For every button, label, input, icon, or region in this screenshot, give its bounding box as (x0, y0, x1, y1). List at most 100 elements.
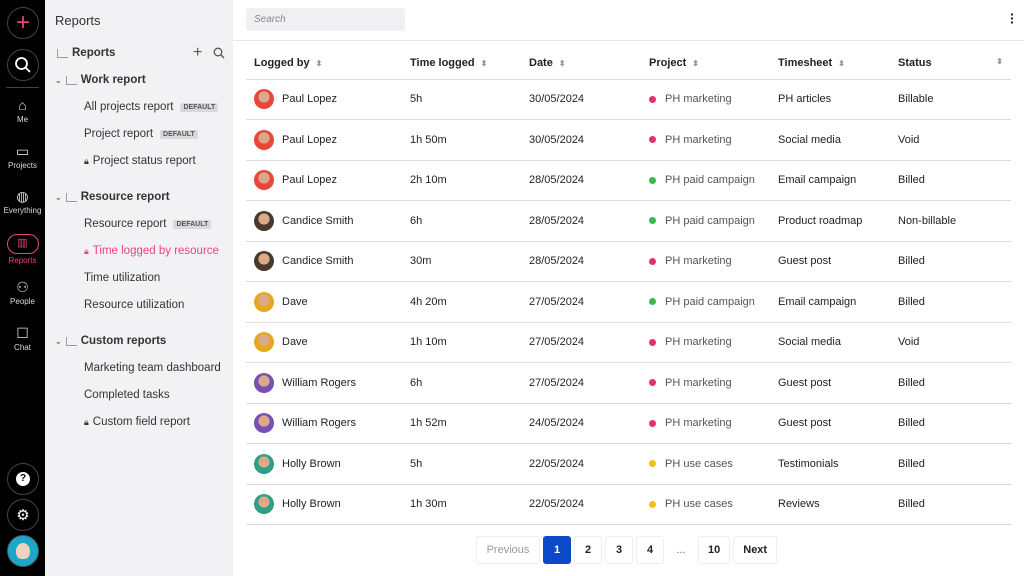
cell-timesheet: PH articles (770, 79, 890, 120)
report-item[interactable]: Resource utilization (84, 299, 184, 311)
sort-icon[interactable]: ⬍ (996, 56, 1003, 66)
main-content: Search · · · Logged by ⬍ Time logged ⬍ Date ⬍ Pr… (233, 0, 1024, 576)
cell-text: 22/05/2024 (529, 498, 585, 511)
cell-timesheet: Testimonials (770, 443, 890, 485)
report-label: Resource utilization (84, 299, 185, 311)
column-header-time-logged[interactable]: Time logged ⬍ (402, 47, 521, 80)
report-item[interactable]: Time utilization (84, 272, 160, 284)
sort-icon[interactable]: ⬍ (480, 58, 488, 68)
cell-text: 1h 10m (410, 336, 447, 349)
cell-project: PH marketing (641, 241, 770, 282)
table-row[interactable]: William Rogers 6h 27/05/2024 PH marketing Gu… (246, 362, 1011, 404)
cell-text: Reviews (778, 498, 820, 511)
search-button[interactable] (7, 49, 39, 81)
page-2[interactable]: 2 (574, 536, 602, 564)
help-button[interactable]: ? (7, 463, 39, 495)
report-item[interactable]: Completed tasks (84, 389, 170, 401)
user-avatar[interactable] (7, 535, 39, 567)
report-label: Custom field report (92, 416, 190, 428)
report-item[interactable]: Marketing team dashboard (84, 362, 221, 374)
table-row[interactable]: Candice Smith 30m 28/05/2024 PH marketing Gu… (246, 241, 1011, 282)
sort-icon[interactable]: ⬍ (315, 58, 323, 68)
column-header-timesheet[interactable]: Timesheet ⬍ (770, 47, 890, 80)
rail-item-reports[interactable]: ▥ Reports (0, 233, 45, 265)
cell-logged-by: Candice Smith (246, 241, 402, 282)
column-header-logged-by[interactable]: Logged by ⬍ (246, 47, 402, 80)
table-row[interactable]: Candice Smith 6h 28/05/2024 PH paid campaig… (246, 200, 1011, 242)
rail-item-projects[interactable]: ▭ Projects (0, 143, 45, 170)
cell-time-logged: 30m (402, 241, 521, 282)
page-4[interactable]: 4 (636, 536, 664, 564)
table-row[interactable]: Paul Lopez 5h 30/05/2024 PH marketing PH art… (246, 79, 1011, 120)
lock-icon: 🔒︎ (84, 155, 89, 166)
report-item[interactable]: Project report DEFAULT (84, 128, 198, 140)
report-item[interactable]: 🔒︎ Project status report (84, 155, 196, 167)
page-10[interactable]: 10 (698, 536, 731, 564)
report-item[interactable]: All projects report DEFAULT (84, 101, 219, 113)
report-item[interactable]: 🔒︎ Custom field report (84, 416, 190, 428)
rail-item-people[interactable]: ⚇ People (0, 279, 45, 306)
cell-status: Billed (890, 484, 1011, 525)
cell-timesheet: Social media (770, 119, 890, 161)
search-reports-icon[interactable] (213, 47, 225, 59)
table-row[interactable]: Paul Lopez 2h 10m 28/05/2024 PH paid campai… (246, 160, 1011, 201)
group-custom-reports[interactable]: ⌄ Custom reports (55, 335, 166, 347)
add-report-icon[interactable]: + (193, 44, 203, 61)
reports-root[interactable]: Reports (57, 47, 115, 59)
help-icon: ? (16, 472, 30, 486)
pagination-ellipsis: ... (667, 536, 695, 564)
next-button[interactable]: Next (733, 536, 778, 564)
column-label: Logged by (254, 56, 310, 69)
column-label: Timesheet (778, 56, 833, 69)
report-item[interactable]: 🔒︎ Time logged by resource (84, 245, 219, 257)
project-color-dot (649, 298, 656, 306)
column-header-status[interactable]: Status ⬍ (890, 47, 1011, 80)
bar-chart-icon (65, 192, 77, 202)
cell-text: 24/05/2024 (529, 417, 585, 430)
cell-text: 27/05/2024 (529, 295, 585, 308)
create-button[interactable]: + (7, 7, 39, 39)
group-work-report[interactable]: ⌄ Work report (55, 74, 146, 86)
column-header-project[interactable]: Project ⬍ (641, 47, 770, 80)
lock-icon: 🔒︎ (84, 416, 89, 427)
table-row[interactable]: William Rogers 1h 52m 24/05/2024 PH marketi… (246, 403, 1011, 444)
group-resource-report[interactable]: ⌄ Resource report (55, 191, 170, 203)
cell-text: PH marketing (665, 376, 732, 389)
cell-status: Billed (890, 362, 1011, 404)
search-input[interactable]: Search (246, 8, 405, 31)
table-row[interactable]: Holly Brown 1h 30m 22/05/2024 PH use cases R… (246, 484, 1011, 525)
cell-text: 4h 20m (410, 295, 447, 308)
cell-text: Paul Lopez (282, 133, 338, 146)
more-options-icon[interactable]: · · · (1010, 6, 1015, 30)
cell-timesheet: Guest post (770, 362, 890, 404)
previous-button[interactable]: Previous (476, 536, 540, 564)
table-row[interactable]: Dave 4h 20m 27/05/2024 PH paid campaign Emai… (246, 281, 1011, 323)
settings-button[interactable]: ⚙ (7, 499, 39, 531)
rail-item-chat[interactable]: ☐ Chat (0, 325, 45, 352)
people-icon: ⚇ (16, 279, 29, 295)
cell-text: PH marketing (665, 417, 732, 430)
table-row[interactable]: Holly Brown 5h 22/05/2024 PH use cases Testi… (246, 443, 1011, 485)
rail-item-me[interactable]: ⌂ Me (0, 97, 45, 124)
page-1[interactable]: 1 (543, 536, 571, 564)
project-color-dot (649, 257, 656, 265)
table-row[interactable]: Dave 1h 10m 27/05/2024 PH marketing Social m… (246, 322, 1011, 363)
bar-chart-icon (57, 48, 68, 58)
page-3[interactable]: 3 (605, 536, 633, 564)
column-header-date[interactable]: Date ⬍ (521, 47, 641, 80)
sort-icon[interactable]: ⬍ (558, 58, 566, 68)
table-row[interactable]: Paul Lopez 1h 50m 30/05/2024 PH marketing So… (246, 119, 1011, 161)
cell-text: Billed (898, 376, 925, 389)
default-badge: DEFAULT (160, 129, 198, 139)
cell-text: 30/05/2024 (529, 133, 585, 146)
cell-project: PH use cases (641, 443, 770, 485)
sort-icon[interactable]: ⬍ (692, 58, 699, 68)
header-divider (233, 40, 1024, 41)
cell-text: 6h (410, 376, 423, 389)
rail-item-everything[interactable]: ◍ Everything (0, 188, 45, 215)
report-item[interactable]: Resource report DEFAULT (84, 218, 212, 230)
cell-text: Billed (898, 498, 925, 511)
cell-project: PH paid campaign (641, 281, 770, 323)
cell-timesheet: Email campaign (770, 281, 890, 323)
sort-icon[interactable]: ⬍ (838, 58, 845, 68)
